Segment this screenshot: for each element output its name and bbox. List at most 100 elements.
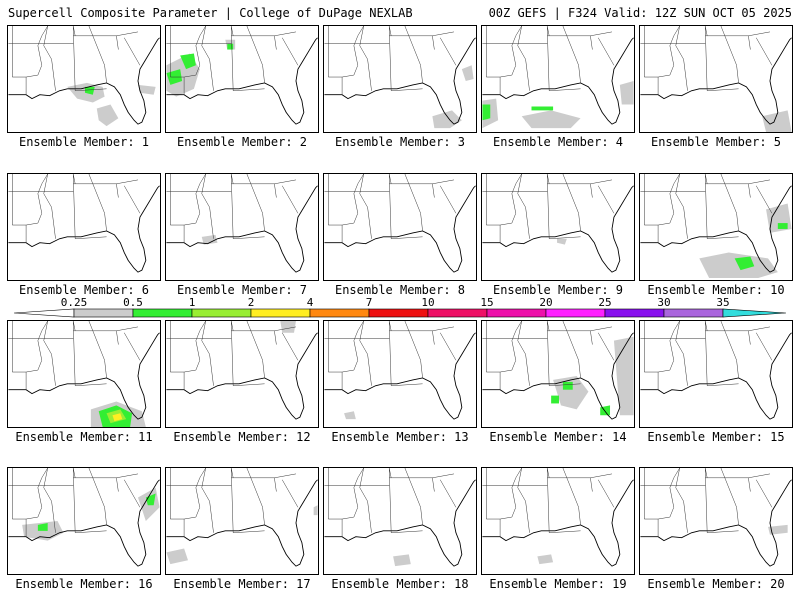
state-border	[184, 321, 206, 373]
state-border	[282, 332, 299, 361]
colorbar-segment-4	[309, 308, 370, 318]
panel-label: Ensemble Member: 13	[331, 430, 469, 444]
state-border	[72, 468, 76, 478]
state-border	[124, 185, 141, 214]
state-border	[547, 31, 613, 37]
map-member-6-canvas	[8, 174, 160, 273]
state-border	[26, 468, 48, 520]
panel-label: Ensemble Member: 4	[492, 135, 624, 149]
map-panel-member-20	[639, 467, 793, 575]
map-panel-member-11	[7, 320, 161, 428]
state-border	[201, 26, 214, 91]
state-border	[184, 26, 206, 78]
colorbar-tick-label: 2	[248, 296, 255, 309]
scp-shading-1-3	[137, 84, 156, 95]
state-border	[342, 321, 364, 373]
map-panel-member-12	[165, 320, 319, 428]
coastline	[166, 37, 318, 125]
state-border	[246, 321, 265, 378]
map-member-13-canvas	[324, 321, 476, 420]
state-border	[43, 174, 56, 239]
state-border	[404, 26, 423, 83]
state-border	[359, 468, 372, 533]
state-border	[486, 174, 501, 243]
state-border	[546, 321, 550, 331]
state-border	[517, 321, 530, 386]
colorbar-segment-10	[663, 308, 724, 318]
colorbar-tick-label: 7	[366, 296, 373, 309]
state-border	[72, 174, 76, 184]
state-border	[404, 174, 423, 231]
state-border	[549, 383, 581, 387]
state-border	[12, 26, 27, 95]
state-border	[388, 468, 392, 478]
map-panel-member-10	[639, 173, 793, 281]
state-border	[705, 179, 771, 185]
map-member-11-canvas	[8, 321, 160, 427]
state-border	[116, 183, 119, 198]
colorbar-tick-label: 0.5	[123, 296, 143, 309]
map-title: Supercell Composite Parameter | College …	[8, 6, 413, 20]
map-member-4-canvas	[482, 26, 634, 129]
state-border	[598, 479, 615, 508]
state-border	[389, 473, 455, 479]
state-border	[389, 31, 455, 37]
coastline	[8, 185, 160, 273]
state-border	[230, 174, 234, 239]
scp-shading-1-2	[96, 104, 119, 127]
map-member-8-canvas	[324, 174, 476, 273]
scp-shading-11-3	[112, 413, 123, 422]
state-border	[116, 330, 119, 345]
state-border	[201, 174, 214, 239]
state-border	[328, 321, 343, 390]
map-panel-member-5	[639, 25, 793, 133]
state-border	[432, 183, 435, 198]
state-border	[432, 35, 435, 50]
state-border	[170, 26, 185, 95]
state-border	[500, 468, 522, 520]
state-border	[184, 468, 206, 520]
colorbar-segment-7	[486, 308, 547, 318]
map-panel-member-6	[7, 173, 161, 281]
state-border	[388, 174, 392, 184]
scp-shading-12-0	[280, 321, 296, 333]
state-border	[590, 183, 593, 198]
coastline	[324, 185, 476, 273]
state-border	[517, 174, 530, 239]
state-border	[388, 321, 392, 386]
colorbar-segment-0	[73, 308, 134, 318]
scp-shading-9-0	[557, 238, 567, 245]
panel-label: Ensemble Member: 10	[647, 283, 785, 297]
state-border	[720, 26, 739, 83]
map-member-20-canvas	[640, 468, 792, 567]
state-border	[440, 479, 457, 508]
state-border	[233, 383, 265, 387]
state-border	[359, 26, 372, 91]
state-border	[388, 26, 392, 36]
scp-shading-2-1	[180, 53, 196, 70]
panel-label: Ensemble Member: 14	[489, 430, 627, 444]
coastline	[482, 479, 634, 567]
state-border	[274, 477, 277, 492]
state-border	[707, 88, 739, 92]
scp-shading-4-3	[531, 106, 554, 111]
state-border	[440, 185, 457, 214]
state-border	[230, 321, 234, 331]
state-border	[598, 37, 615, 66]
panel-label: Ensemble Member: 19	[489, 577, 627, 591]
state-border	[704, 321, 708, 331]
state-border	[274, 183, 277, 198]
scp-shading-20-0	[768, 524, 788, 535]
state-border	[704, 174, 708, 184]
panel-label: Ensemble Member: 6	[18, 283, 150, 297]
state-border	[644, 468, 659, 537]
map-panel-member-16	[7, 467, 161, 575]
state-border	[562, 321, 581, 378]
state-border	[546, 321, 550, 386]
state-border	[116, 35, 119, 50]
state-border	[43, 26, 56, 91]
state-border	[328, 26, 343, 95]
state-border	[546, 174, 550, 239]
state-border	[201, 468, 214, 533]
state-border	[432, 477, 435, 492]
